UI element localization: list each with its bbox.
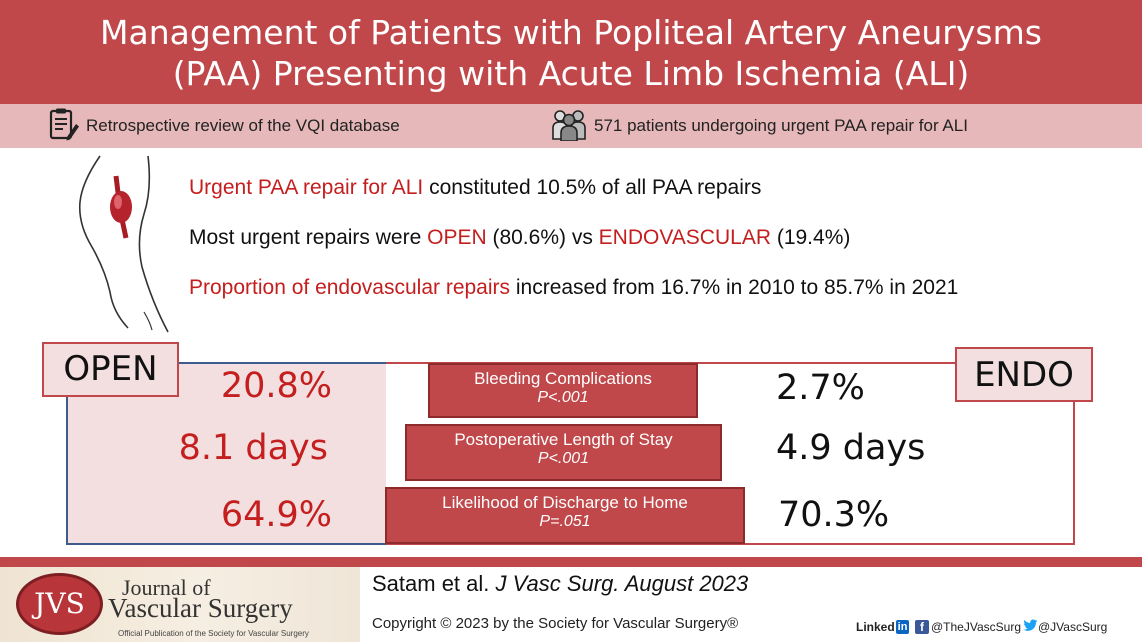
finding-repair-type: Most urgent repairs were OPEN (80.6%) vs…: [189, 226, 850, 250]
study-design-text: Retrospective review of the VQI database: [86, 116, 400, 135]
finding-2-pre: Most urgent repairs were: [189, 226, 428, 249]
metric-discharge-p: P=.051: [539, 513, 591, 530]
citation-journal: J Vasc Surg. August 2023: [495, 571, 749, 596]
footer-divider: [0, 557, 1142, 567]
journal-logo: JVS Journal of Vascular Surgery Official…: [0, 567, 360, 642]
finding-1-highlight: Urgent PAA repair for ALI: [189, 176, 424, 199]
metric-bleeding-label: Bleeding Complications: [474, 369, 652, 388]
facebook-link[interactable]: f @TheJVascSurg: [915, 618, 1021, 636]
finding-2-mid1: (80.6%) vs: [486, 226, 599, 249]
leg-aneurysm-illustration: [70, 152, 180, 337]
open-bleeding-value: 20.8%: [220, 366, 332, 406]
twitter-handle: @JVascSurg: [1038, 620, 1108, 634]
metric-discharge-label: Likelihood of Discharge to Home: [442, 493, 688, 512]
endo-label: ENDO: [955, 347, 1093, 402]
metric-los-p: P<.001: [537, 450, 590, 467]
open-discharge-value: 64.9%: [220, 495, 332, 535]
linkedin-link[interactable]: Linked in: [856, 618, 910, 636]
finding-endo-trend: Proportion of endovascular repairs incre…: [189, 276, 958, 300]
clipboard-icon: [48, 107, 80, 146]
metric-bleeding: Bleeding Complications P<.001: [428, 363, 698, 418]
logo-vascular-surgery: Vascular Surgery: [108, 593, 293, 623]
finding-2-open: OPEN: [427, 226, 487, 249]
page-title: Management of Patients with Popliteal Ar…: [40, 12, 1102, 94]
copyright-notice: Copyright © 2023 by the Society for Vasc…: [372, 615, 739, 632]
finding-urgent-proportion: Urgent PAA repair for ALI constituted 10…: [189, 176, 761, 200]
facebook-icon: f: [915, 620, 929, 634]
study-population: 571 patients undergoing urgent PAA repai…: [550, 104, 968, 148]
linkedin-icon: in: [895, 620, 910, 634]
finding-2-endo: ENDOVASCULAR: [598, 226, 771, 249]
citation-authors: Satam et al.: [372, 571, 490, 596]
metric-bleeding-p: P<.001: [537, 389, 589, 406]
facebook-handle: @TheJVascSurg: [931, 620, 1021, 634]
endo-los-value: 4.9 days: [776, 428, 926, 468]
finding-2-mid2: (19.4%): [771, 226, 851, 249]
endo-discharge-value: 70.3%: [778, 495, 890, 535]
header-banner: Management of Patients with Popliteal Ar…: [0, 0, 1142, 104]
patients-group-icon: [550, 107, 588, 146]
study-info-band: Retrospective review of the VQI database…: [0, 104, 1142, 148]
open-label: OPEN: [42, 342, 179, 397]
metric-length-of-stay: Postoperative Length of Stay P<.001: [405, 424, 722, 481]
open-los-value: 8.1 days: [178, 428, 328, 468]
title-line-2: (PAA) Presenting with Acute Limb Ischemi…: [172, 54, 970, 93]
open-results-panel: [66, 362, 386, 545]
finding-1-text: constituted 10.5% of all PAA repairs: [423, 176, 762, 199]
metric-los-label: Postoperative Length of Stay: [454, 430, 673, 449]
study-population-text: 571 patients undergoing urgent PAA repai…: [594, 116, 968, 135]
finding-3-highlight: Proportion of endovascular repairs: [189, 276, 511, 299]
twitter-icon: [1023, 619, 1038, 635]
logo-tagline: Official Publication of the Society for …: [118, 629, 309, 638]
citation: Satam et al. J Vasc Surg. August 2023: [372, 571, 748, 597]
title-line-1: Management of Patients with Popliteal Ar…: [100, 13, 1042, 52]
linkedin-word: Linked: [856, 620, 895, 634]
finding-3-text: increased from 16.7% in 2010 to 85.7% in…: [510, 276, 959, 299]
metric-discharge-home: Likelihood of Discharge to Home P=.051: [385, 487, 745, 544]
jvs-seal: JVS: [16, 573, 103, 635]
twitter-link[interactable]: @JVascSurg: [1023, 618, 1107, 636]
logo-journal-of: Journal of: [122, 575, 211, 600]
endo-bleeding-value: 2.7%: [776, 368, 865, 408]
study-design: Retrospective review of the VQI database: [48, 104, 400, 148]
